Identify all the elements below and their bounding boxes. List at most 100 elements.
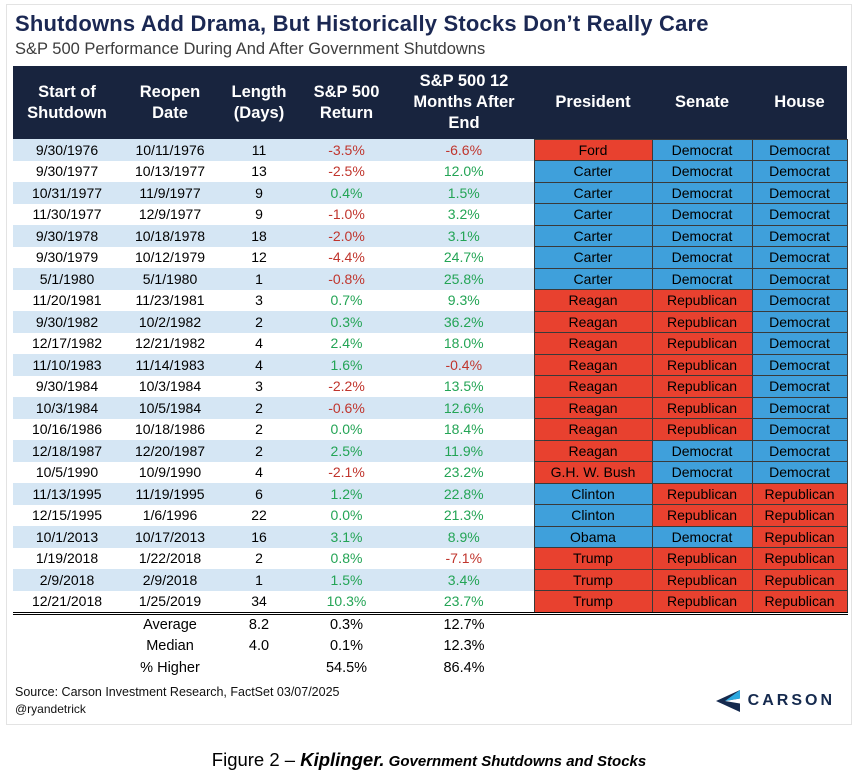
shutdowns-table: Start of Shutdown Reopen Date Length (Days… bbox=[13, 66, 848, 679]
cell-house: Democrat bbox=[751, 138, 848, 161]
cell-after: 3.4% bbox=[394, 569, 534, 591]
cell-president: G.H. W. Bush bbox=[533, 461, 653, 484]
cell-reopen-date: 10/2/1982 bbox=[121, 311, 219, 333]
cell-start-date: 2/9/2018 bbox=[13, 569, 121, 591]
table-body: 9/30/1976 10/11/1976 11 -3.5% -6.6% Ford Democ… bbox=[13, 138, 848, 614]
cell-return: 1.2% bbox=[299, 483, 394, 505]
cell-length: 1 bbox=[219, 569, 299, 591]
column-header-7: House bbox=[752, 66, 847, 139]
cell-return: 0.7% bbox=[330, 292, 363, 308]
summary-row: Median 4.0 0.1% 12.3% bbox=[13, 636, 847, 658]
summary-label: % Higher bbox=[121, 657, 219, 679]
figure: Shutdowns Add Drama, But Historically St… bbox=[6, 4, 852, 725]
cell-after: 13.5% bbox=[443, 378, 484, 394]
source-block: Source: Carson Investment Research, Fact… bbox=[15, 685, 339, 716]
cell-start-date: 9/30/1984 bbox=[35, 378, 99, 394]
column-header-2: Length (Days) bbox=[219, 66, 299, 139]
table-row: 10/3/1984 10/5/1984 2 -0.6% 12.6% Reagan Repub… bbox=[13, 396, 848, 419]
table-row: 9/30/1977 10/13/1977 13 -2.5% 12.0% Carter Dem… bbox=[13, 160, 848, 183]
cell-president: Reagan bbox=[533, 418, 653, 441]
cell-return: 0.4% bbox=[299, 182, 394, 204]
cell-blank bbox=[13, 657, 121, 679]
cell-start-date: 10/5/1990 bbox=[35, 464, 99, 480]
caption-figure-label: Figure 2 – bbox=[211, 749, 301, 770]
cell-length: 3 bbox=[255, 292, 263, 308]
column-header-0: Start of Shutdown bbox=[13, 66, 121, 139]
cell-blank bbox=[534, 657, 652, 679]
cell-after: -0.4% bbox=[394, 354, 534, 376]
cell-start-date: 12/21/2018 bbox=[31, 592, 103, 609]
cell-senate: Republican bbox=[651, 289, 753, 312]
cell-reopen-date: 1/25/2019 bbox=[138, 592, 202, 609]
cell-house: Democrat bbox=[751, 439, 848, 462]
cell-president: Reagan bbox=[533, 332, 653, 355]
table-header-row: Start of Shutdown Reopen Date Length (Days… bbox=[13, 66, 847, 139]
cell-return: -1.0% bbox=[328, 206, 365, 222]
cell-start-date: 9/30/1978 bbox=[13, 225, 121, 247]
cell-senate: Republican bbox=[651, 568, 753, 591]
cell-senate: Democrat bbox=[651, 246, 753, 269]
cell-length: 34 bbox=[251, 592, 267, 609]
cell-reopen-date: 10/13/1977 bbox=[134, 163, 206, 179]
cell-senate: Republican bbox=[651, 504, 753, 527]
cell-return: 2.5% bbox=[299, 440, 394, 462]
column-header-6: Senate bbox=[652, 66, 752, 139]
cell-house: Democrat bbox=[751, 203, 848, 226]
cell-return: -2.0% bbox=[299, 225, 394, 247]
cell-house: Democrat bbox=[751, 396, 848, 419]
column-header-1: Reopen Date bbox=[121, 66, 219, 139]
cell-president: Carter bbox=[533, 224, 653, 247]
cell-after: 9.3% bbox=[447, 292, 480, 308]
cell-after: 25.8% bbox=[394, 268, 534, 290]
cell-length: 3 bbox=[255, 378, 263, 394]
cell-senate: Democrat bbox=[651, 160, 753, 183]
cell-start-date: 9/30/1977 bbox=[35, 163, 99, 179]
cell-reopen-date: 11/23/1981 bbox=[135, 292, 205, 308]
cell-blank bbox=[752, 657, 847, 679]
cell-reopen-date: 10/18/1986 bbox=[134, 421, 206, 437]
cell-president: Carter bbox=[533, 203, 653, 226]
cell-senate: Democrat bbox=[651, 138, 753, 161]
cell-reopen-date: 10/5/1984 bbox=[121, 397, 219, 419]
cell-after: 18.0% bbox=[443, 335, 484, 351]
cell-length: 2 bbox=[255, 421, 263, 437]
cell-house: Republican bbox=[751, 547, 848, 570]
cell-reopen-date: 12/9/1977 bbox=[138, 206, 202, 222]
cell-return: 0.3% bbox=[299, 311, 394, 333]
cell-house: Democrat bbox=[751, 461, 848, 484]
table-row: 9/30/1982 10/2/1982 2 0.3% 36.2% Reagan Republ… bbox=[13, 310, 848, 333]
table-row: 11/20/1981 11/23/1981 3 0.7% 9.3% Reagan Repub… bbox=[13, 289, 848, 312]
cell-start-date: 12/18/1987 bbox=[13, 440, 121, 462]
cell-president: Reagan bbox=[533, 375, 653, 398]
cell-reopen-date: 10/12/1979 bbox=[134, 249, 206, 265]
cell-return: -2.5% bbox=[328, 163, 365, 179]
cell-house: Democrat bbox=[751, 267, 848, 290]
cell-senate: Republican bbox=[651, 310, 753, 333]
cell-senate: Republican bbox=[651, 547, 753, 570]
summary-label: Median bbox=[121, 636, 219, 658]
cell-start-date: 10/16/1986 bbox=[31, 421, 103, 437]
cell-start-date: 9/30/1976 bbox=[13, 139, 121, 161]
cell-length: 18 bbox=[219, 225, 299, 247]
cell-reopen-date: 1/22/2018 bbox=[138, 550, 202, 566]
cell-return: -0.8% bbox=[299, 268, 394, 290]
cell-house: Republican bbox=[751, 568, 848, 591]
cell-length: 4 bbox=[255, 464, 263, 480]
cell-start-date: 1/19/2018 bbox=[35, 550, 99, 566]
cell-president: Ford bbox=[533, 138, 653, 161]
cell-house: Democrat bbox=[751, 310, 848, 333]
cell-senate: Democrat bbox=[651, 439, 753, 462]
cell-house: Democrat bbox=[751, 224, 848, 247]
cell-return: 10.3% bbox=[326, 592, 367, 609]
cell-president: Carter bbox=[533, 267, 653, 290]
column-header-5: President bbox=[534, 66, 652, 139]
cell-blank bbox=[652, 636, 752, 658]
cell-return: 1.6% bbox=[299, 354, 394, 376]
cell-start-date: 12/15/1995 bbox=[31, 507, 103, 523]
carson-logo-text: CARSON bbox=[747, 691, 835, 709]
cell-blank bbox=[752, 636, 847, 658]
cell-start-date: 11/10/1983 bbox=[13, 354, 121, 376]
cell-reopen-date: 10/9/1990 bbox=[138, 464, 202, 480]
summary-length: 8.2 bbox=[219, 611, 299, 636]
cell-after: 8.9% bbox=[394, 526, 534, 548]
